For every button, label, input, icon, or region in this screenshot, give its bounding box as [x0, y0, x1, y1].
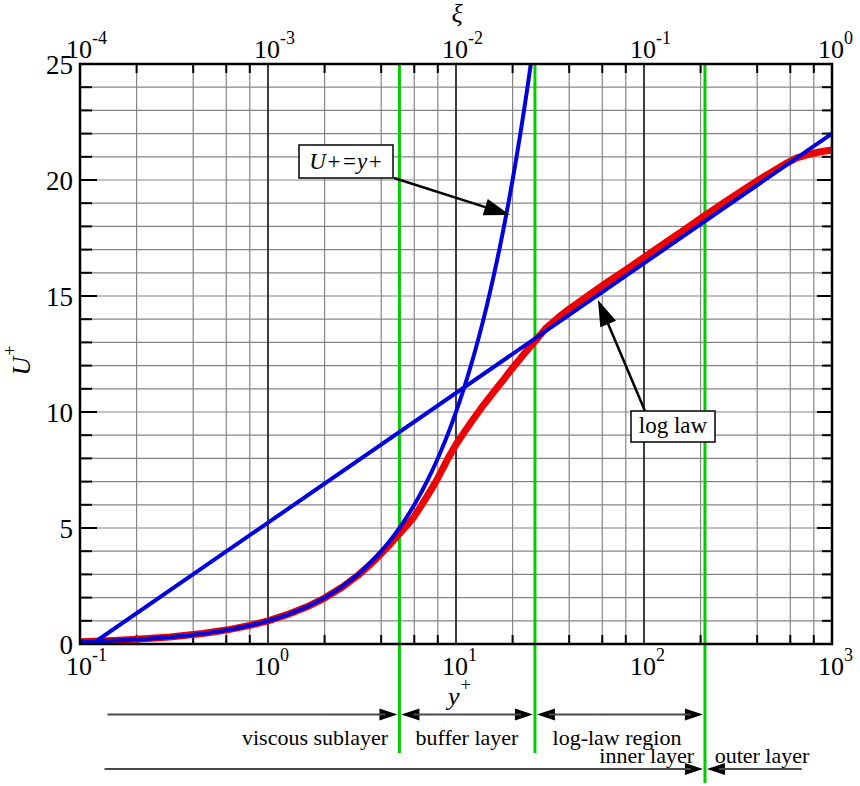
y-tick-label: 10 [46, 398, 73, 428]
annotation-text: log law [639, 413, 708, 438]
region-label: inner layer [599, 743, 694, 768]
law-of-the-wall-figure: 051015202510-110010110210310-410-310-210… [0, 0, 860, 786]
x-tick-label: 102 [630, 645, 665, 681]
xi-axis-title: ξ [451, 0, 463, 28]
chart-canvas: 051015202510-110010110210310-410-310-210… [0, 0, 860, 786]
axis-labels: 051015202510-110010110210310-410-310-210… [0, 0, 853, 711]
xi-tick-label: 10-1 [630, 28, 671, 64]
xi-tick-label: 100 [818, 28, 853, 64]
y-tick-label: 15 [46, 282, 73, 312]
xi-tick-label: 10-3 [254, 28, 295, 64]
region-label: outer layer [715, 743, 810, 768]
annotation-arrow-line [394, 178, 499, 211]
y-tick-label: 20 [46, 166, 73, 196]
annotations: U+=y+ log law [299, 145, 715, 442]
y-tick-label: 5 [60, 514, 74, 544]
annotation-text: U+=y+ [309, 149, 382, 174]
region-label: buffer layer [416, 725, 519, 750]
xi-tick-label: 10-2 [442, 28, 483, 64]
grid [80, 64, 832, 644]
annotation-arrow-line [603, 311, 645, 411]
annotation-arrowhead [598, 300, 616, 327]
xi-tick-label: 10-4 [66, 28, 107, 64]
region-label: viscous sublayer [242, 725, 389, 750]
x-tick-label: 103 [818, 645, 853, 681]
x-tick-label: 100 [254, 645, 289, 681]
u-plus-axis-title: U+ [0, 345, 36, 376]
